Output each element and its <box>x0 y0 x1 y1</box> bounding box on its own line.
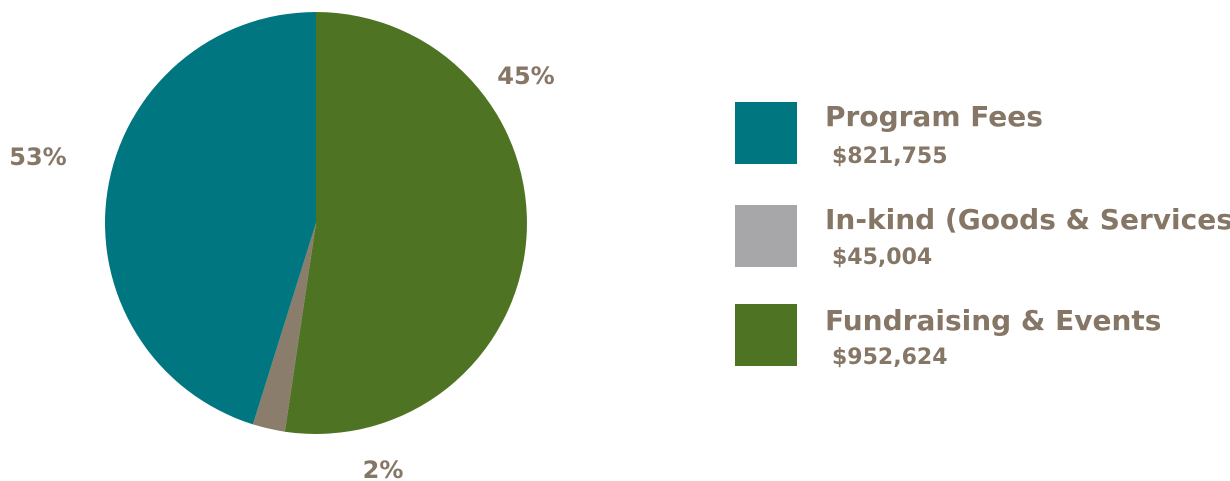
legend-item-program-fees: Program Fees $821,755 <box>735 100 1043 169</box>
percent-labels: 53% 2% 45% <box>9 62 554 481</box>
legend: Program Fees $821,755 In-kind (Goods & S… <box>735 100 1230 370</box>
percent-label-in-kind: 2% <box>363 456 404 481</box>
legend-label-program-fees: Program Fees <box>825 100 1043 133</box>
legend-label-fundraising: Fundraising & Events <box>825 304 1161 337</box>
pie-slices <box>105 12 527 434</box>
pie-slice-fundraising <box>284 12 527 434</box>
legend-amount-fundraising: $952,624 <box>832 345 948 370</box>
legend-amount-program-fees: $821,755 <box>832 144 948 169</box>
percent-label-fundraising: 45% <box>497 62 554 90</box>
pie-slice-in-kind <box>252 223 316 432</box>
legend-label-in-kind: In-kind (Goods & Services) <box>825 203 1230 236</box>
legend-swatch-program-fees <box>735 102 797 164</box>
legend-swatch-fundraising <box>735 304 797 366</box>
pie-slice-program-fees <box>105 12 316 425</box>
legend-amount-in-kind: $45,004 <box>832 245 932 270</box>
percent-label-program-fees: 53% <box>9 143 66 171</box>
legend-item-fundraising: Fundraising & Events $952,624 <box>735 304 1161 370</box>
legend-item-in-kind: In-kind (Goods & Services) $45,004 <box>735 203 1230 270</box>
legend-swatch-in-kind <box>735 205 797 267</box>
